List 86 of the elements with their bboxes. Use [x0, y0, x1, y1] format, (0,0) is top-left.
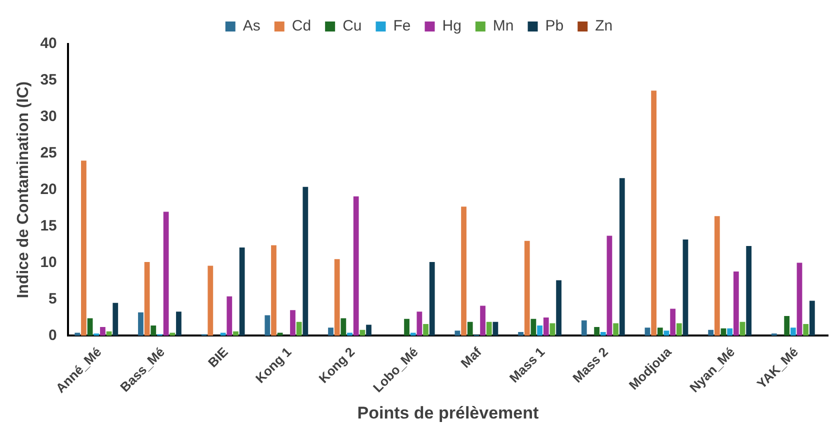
bar: [664, 330, 670, 336]
bar: [366, 324, 372, 336]
bar: [271, 245, 276, 336]
bar: [600, 332, 606, 336]
legend-label: Cu: [342, 18, 362, 35]
bar: [670, 308, 676, 336]
bar: [334, 259, 340, 336]
legend-label: Cd: [292, 18, 312, 35]
bar: [296, 322, 302, 336]
bar: [537, 325, 542, 336]
bar: [594, 326, 600, 336]
bar: [226, 296, 232, 336]
bar: [208, 266, 214, 336]
bar: [112, 302, 118, 336]
legend-label: Fe: [393, 18, 411, 35]
bar: [682, 239, 688, 336]
y-tick-label: 0: [48, 326, 57, 344]
bar: [530, 318, 536, 336]
bar: [796, 262, 802, 336]
bar: [524, 240, 530, 336]
bar: [176, 312, 182, 336]
bar: [429, 262, 435, 336]
bar: [480, 306, 486, 336]
y-tick-label: 20: [40, 180, 57, 198]
bar: [733, 272, 739, 336]
bar: [606, 236, 612, 336]
bar: [486, 322, 492, 336]
legend-label: Hg: [442, 18, 462, 35]
bar: [138, 312, 144, 336]
bar: [81, 160, 86, 336]
bar: [423, 324, 428, 336]
legend-label: Zn: [595, 18, 613, 35]
x-tick-label: BIE: [204, 344, 232, 370]
bar: [550, 323, 556, 336]
x-tick-label: Maf: [458, 344, 485, 371]
bar: [454, 330, 460, 336]
bar: [740, 322, 746, 336]
bar: [803, 324, 809, 336]
bar: [746, 246, 752, 336]
y-tick-label: 40: [40, 35, 57, 52]
y-tick-label: 5: [48, 290, 57, 308]
bar: [461, 206, 466, 336]
bar: [416, 312, 422, 336]
bar: [651, 90, 656, 336]
bar: [727, 328, 733, 336]
y-tick-label: 15: [40, 217, 57, 234]
legend-label: As: [242, 18, 260, 35]
bar: [657, 328, 663, 336]
bar: [340, 318, 346, 336]
bar: [619, 178, 625, 336]
bar: [790, 328, 796, 336]
bar: [264, 315, 270, 336]
bar: [360, 330, 366, 336]
bar: [87, 318, 93, 336]
x-axis-title: Points de prélèvement: [357, 403, 539, 422]
bar: [150, 325, 156, 336]
bar: [144, 262, 150, 336]
bar: [302, 186, 308, 336]
bar: [467, 322, 473, 336]
y-tick-label: 30: [40, 108, 57, 126]
bar: [556, 280, 562, 336]
bar: [163, 212, 169, 336]
bar: [353, 196, 359, 336]
bar: [239, 247, 245, 336]
bar: [809, 300, 815, 336]
bar: [714, 216, 720, 336]
bar: [518, 332, 524, 336]
bar: [543, 317, 549, 336]
y-axis-title: Indice de Contamination (IC): [15, 81, 32, 298]
bar: [233, 331, 238, 336]
bar: [404, 318, 410, 336]
bar: [613, 323, 618, 336]
bar: [328, 328, 334, 336]
bar: [676, 323, 682, 336]
legend-label: Pb: [545, 18, 564, 35]
bar: [290, 310, 296, 336]
bar: [581, 320, 587, 336]
legend-label: Mn: [492, 18, 514, 35]
bar: [492, 322, 498, 336]
bar: [100, 326, 106, 336]
y-tick-label: 10: [40, 254, 57, 271]
bar: [644, 328, 650, 336]
bar: [708, 330, 714, 336]
y-tick-label: 25: [40, 144, 57, 162]
y-tick-label: 35: [40, 72, 57, 89]
bar: [784, 316, 790, 336]
